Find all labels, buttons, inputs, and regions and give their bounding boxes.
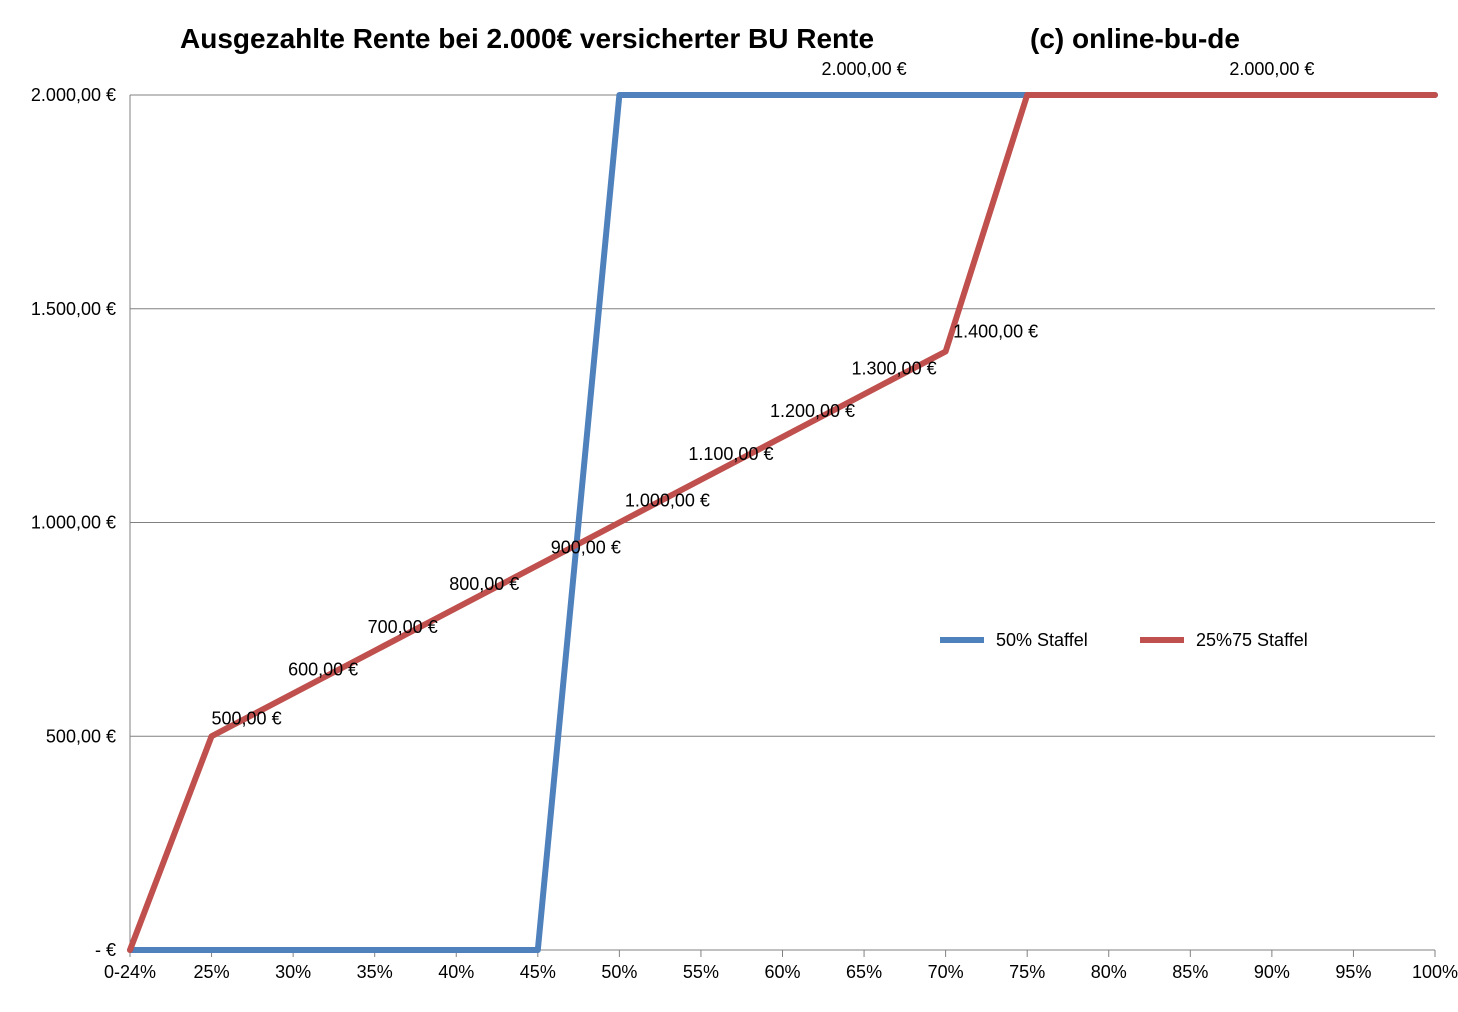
data-label: 1.200,00 €	[770, 401, 855, 421]
x-tick-label: 80%	[1091, 962, 1127, 982]
chart-title-right: (c) online-bu-de	[1030, 23, 1240, 54]
legend-swatch	[1140, 637, 1184, 643]
y-tick-label: 500,00 €	[46, 726, 116, 746]
x-tick-label: 95%	[1335, 962, 1371, 982]
x-tick-label: 25%	[194, 962, 230, 982]
x-tick-label: 90%	[1254, 962, 1290, 982]
x-tick-label: 85%	[1172, 962, 1208, 982]
x-tick-label: 30%	[275, 962, 311, 982]
data-label: 700,00 €	[368, 617, 438, 637]
y-tick-label: - €	[95, 940, 116, 960]
x-tick-label: 65%	[846, 962, 882, 982]
data-label: 600,00 €	[288, 660, 358, 680]
x-tick-label: 70%	[928, 962, 964, 982]
data-label: 1.400,00 €	[953, 322, 1038, 342]
legend-swatch	[940, 637, 984, 643]
x-tick-label: 0-24%	[104, 962, 156, 982]
data-label: 900,00 €	[551, 537, 621, 557]
line-chart: Ausgezahlte Rente bei 2.000€ versicherte…	[0, 0, 1458, 1012]
x-tick-label: 45%	[520, 962, 556, 982]
x-tick-label: 100%	[1412, 962, 1458, 982]
legend-label: 25%75 Staffel	[1196, 630, 1308, 650]
x-tick-label: 40%	[438, 962, 474, 982]
data-label: 2.000,00 €	[1229, 59, 1314, 79]
data-label: 1.300,00 €	[852, 358, 937, 378]
y-tick-label: 1.000,00 €	[31, 513, 116, 533]
data-label: 1.100,00 €	[688, 444, 773, 464]
y-tick-label: 2.000,00 €	[31, 85, 116, 105]
x-tick-label: 50%	[601, 962, 637, 982]
data-label: 500,00 €	[212, 708, 282, 728]
x-tick-label: 75%	[1009, 962, 1045, 982]
legend-label: 50% Staffel	[996, 630, 1088, 650]
data-label: 1.000,00 €	[625, 491, 710, 511]
chart-title-left: Ausgezahlte Rente bei 2.000€ versicherte…	[180, 23, 874, 54]
data-label: 2.000,00 €	[822, 59, 907, 79]
chart-container: Ausgezahlte Rente bei 2.000€ versicherte…	[0, 0, 1458, 1012]
y-tick-label: 1.500,00 €	[31, 299, 116, 319]
x-tick-label: 35%	[357, 962, 393, 982]
chart-bg	[0, 0, 1458, 1012]
data-label: 800,00 €	[449, 574, 519, 594]
x-tick-label: 55%	[683, 962, 719, 982]
x-tick-label: 60%	[764, 962, 800, 982]
